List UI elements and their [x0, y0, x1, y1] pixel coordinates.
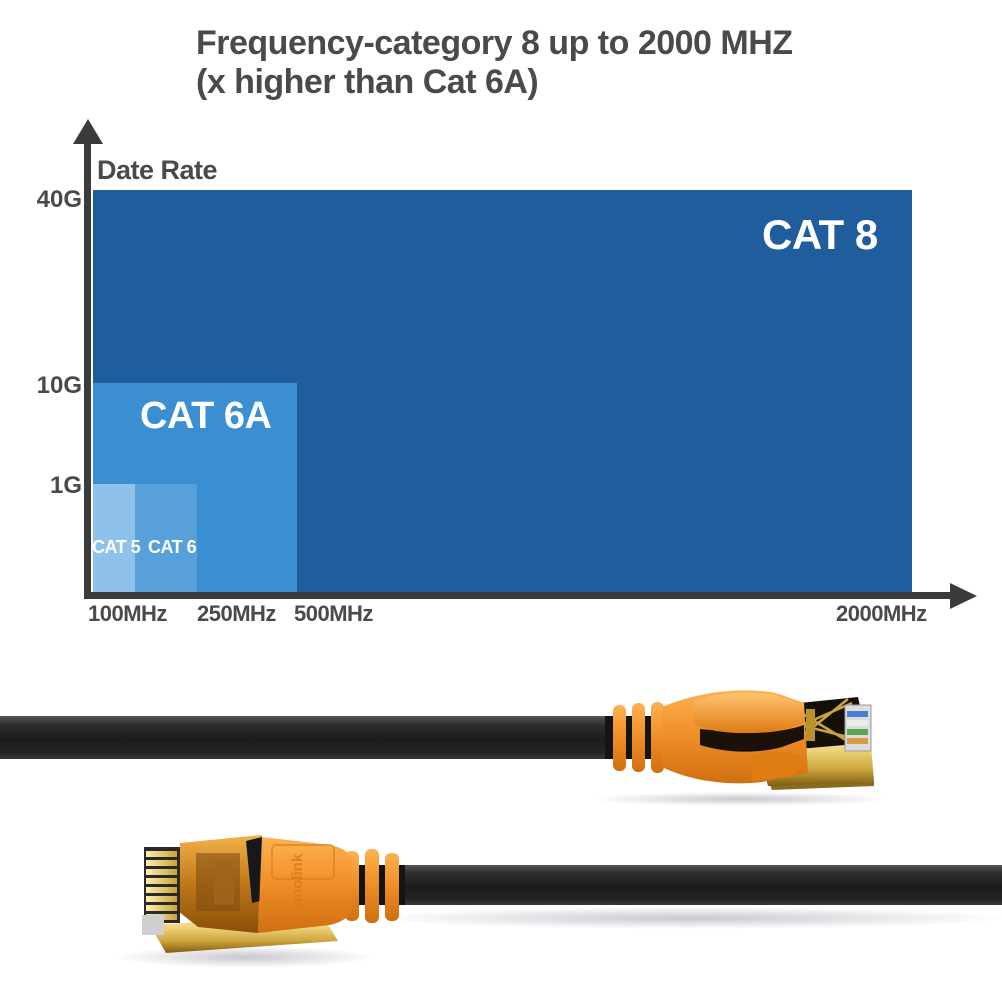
- x-tick-500mhz: 500MHz: [294, 601, 373, 626]
- bar-label-cat8: CAT 8: [762, 211, 878, 258]
- rj45-plug: [142, 835, 338, 953]
- cable-jacket: [335, 865, 1002, 905]
- y-axis-line: [84, 138, 91, 599]
- x-axis-line: [84, 592, 952, 599]
- x-axis-arrow-icon: [950, 583, 977, 609]
- x-tick-100mhz: 100MHz: [88, 601, 167, 626]
- cable-shadow: [590, 792, 890, 806]
- y-axis-arrow-icon: [73, 119, 103, 144]
- ethernet-cable-photo-top: [0, 690, 890, 806]
- strain-relief-boot: [613, 702, 664, 773]
- y-tick-10g: 10G: [36, 372, 82, 399]
- ethernet-cable-photo-bottom: Smolink: [115, 835, 1002, 968]
- cable-shadow: [370, 907, 1002, 929]
- y-tick-40g: 40G: [36, 186, 82, 213]
- cable-jacket: [0, 716, 675, 759]
- strain-relief-boot: [345, 849, 399, 923]
- bar-cat5: [93, 484, 135, 592]
- x-tick-250mhz: 250MHz: [197, 601, 276, 626]
- chart-title-line1: Frequency-category 8 up to 2000 MHZ: [196, 24, 793, 62]
- bar-cat6: [135, 484, 197, 592]
- chart-title-line2: (x higher than Cat 6A): [196, 63, 539, 101]
- bar-label-cat6a: CAT 6A: [140, 395, 272, 437]
- frequency-category-chart: CAT 8 CAT 6A CAT 5 CAT 6 Date Rate 40G 1…: [36, 119, 977, 626]
- chart-title: Frequency-category 8 up to 2000 MHZ (x h…: [196, 24, 793, 102]
- connector-shadow: [115, 946, 375, 968]
- connector-housing: Smolink: [258, 837, 352, 933]
- bar-label-cat5: CAT 5: [92, 537, 141, 557]
- bar-label-cat6: CAT 6: [148, 537, 197, 557]
- x-tick-2000mhz: 2000MHz: [836, 601, 927, 626]
- y-axis-label: Date Rate: [97, 155, 218, 185]
- y-tick-1g: 1G: [49, 472, 82, 499]
- boot-body: [662, 690, 808, 784]
- embossed-brand-text: Smolink: [289, 853, 306, 912]
